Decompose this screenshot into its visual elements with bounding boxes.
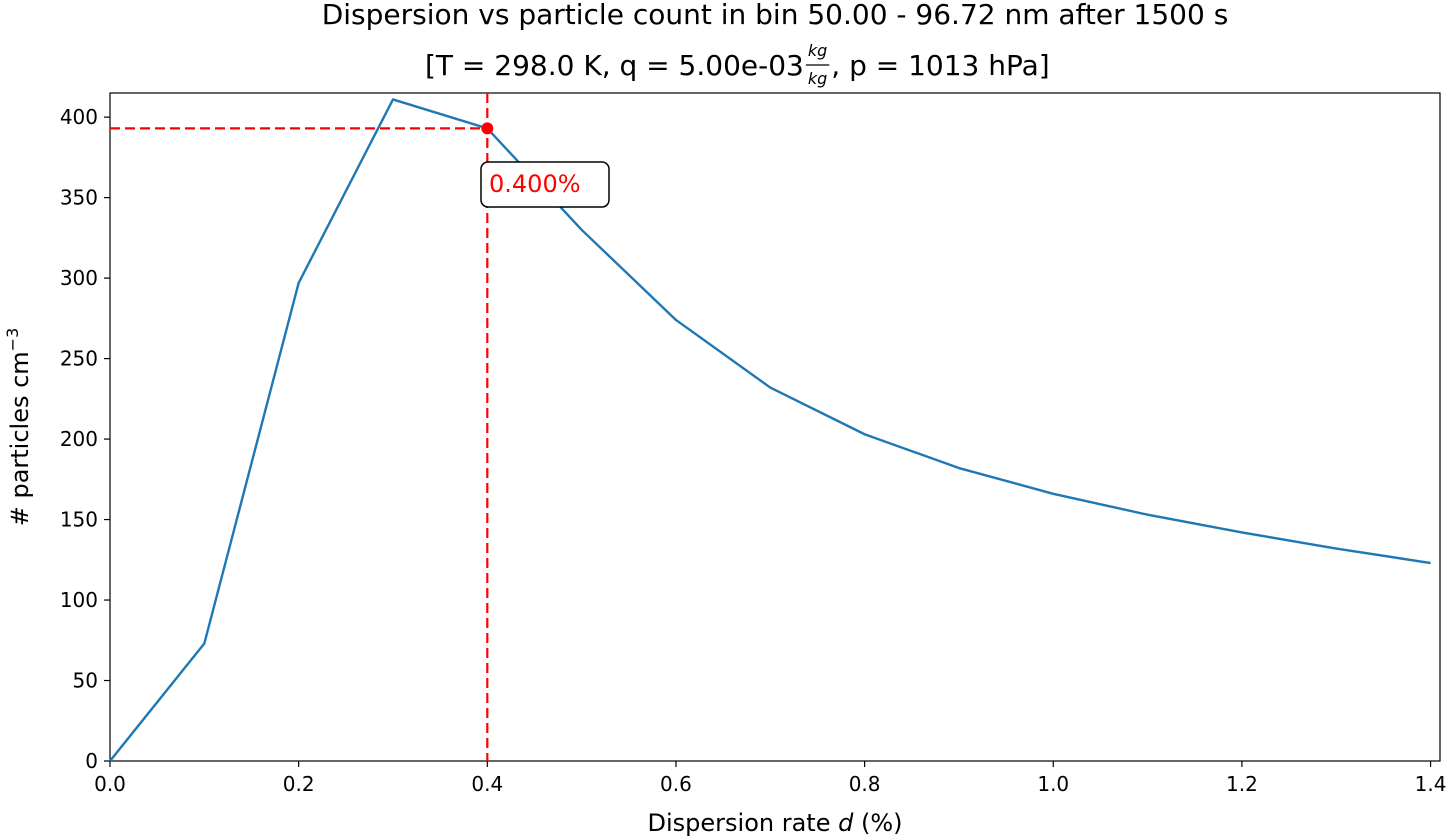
subtitle-suffix: , p = 1013 hPa]	[831, 49, 1049, 82]
x-axis-label-text: Dispersion rate d (%)	[648, 809, 903, 837]
y-tick-label: 0	[85, 749, 98, 773]
y-tick-label: 150	[60, 508, 98, 532]
y-tick-label: 400	[60, 105, 98, 129]
annotation-box	[480, 161, 610, 208]
plot-area	[109, 92, 1441, 762]
y-tick-label: 250	[60, 347, 98, 371]
y-tick-label: 50	[73, 669, 98, 693]
chart-title: Dispersion vs particle count in bin 50.0…	[322, 0, 1229, 31]
x-tick-label: 0.6	[660, 772, 692, 796]
x-tick-label: 1.0	[1037, 772, 1069, 796]
y-tick-label: 300	[60, 266, 98, 290]
x-axis-label-variable: d	[838, 809, 854, 837]
chart-subtitle: [T = 298.0 K, q = 5.00e-03 kg kg , p = 1…	[425, 41, 1050, 88]
x-tick-label: 0.0	[94, 772, 126, 796]
x-axis-label: Dispersion rate d (%)	[648, 809, 903, 837]
x-tick-label: 0.2	[283, 772, 315, 796]
y-axis: 0 50 100 150 200 250 300 350 400	[60, 105, 110, 773]
x-tick-label: 0.8	[849, 772, 881, 796]
subtitle-fraction-numerator: kg	[808, 41, 827, 60]
x-tick-label: 1.2	[1226, 772, 1258, 796]
x-axis-label-suffix: (%)	[853, 809, 902, 837]
y-axis-label-superscript: −3	[3, 328, 22, 352]
series-line	[109, 98, 1431, 762]
y-tick-label: 200	[60, 427, 98, 451]
y-tick-label: 100	[60, 588, 98, 612]
y-axis-label: # particles cm−3	[3, 328, 34, 527]
y-axis-label-text: # particles cm−3	[3, 328, 34, 527]
x-axis-label-prefix: Dispersion rate	[648, 809, 839, 837]
x-axis: 0.0 0.2 0.4 0.6 0.8 1.0 1.2 1.4	[94, 761, 1446, 796]
x-tick-label: 1.4	[1415, 772, 1446, 796]
annotation-label: 0.400%	[489, 170, 581, 198]
series-layer	[109, 98, 1431, 762]
subtitle-fraction-denominator: kg	[808, 69, 827, 88]
annotation-point	[481, 122, 494, 135]
y-axis-label-main: # particles cm	[6, 351, 34, 526]
subtitle-prefix: [T = 298.0 K, q = 5.00e-03	[425, 49, 804, 82]
y-tick-label: 350	[60, 186, 98, 210]
x-tick-label: 0.4	[471, 772, 503, 796]
